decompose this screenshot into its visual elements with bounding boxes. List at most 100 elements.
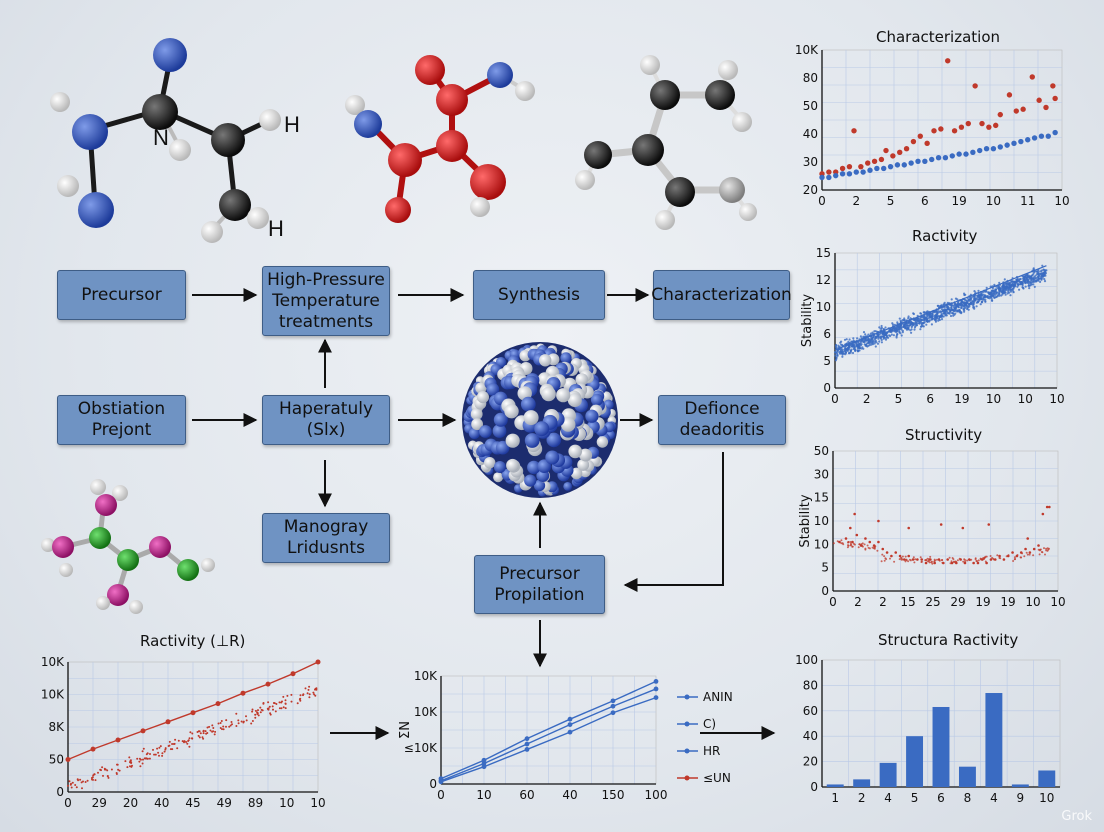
data-point	[284, 702, 287, 705]
data-point	[183, 741, 185, 744]
data-point	[145, 757, 148, 760]
data-point	[1045, 505, 1049, 509]
data-point	[939, 314, 943, 317]
data-point	[257, 714, 260, 717]
bar	[906, 736, 924, 787]
data-point	[994, 288, 998, 291]
data-point	[936, 312, 939, 315]
data-point	[138, 760, 141, 763]
data-point	[161, 752, 164, 755]
data-point	[251, 710, 254, 713]
data-point	[994, 291, 997, 295]
molecule-label-n: N	[153, 125, 169, 150]
data-point	[1026, 537, 1030, 540]
data-point	[914, 319, 917, 322]
data-point	[956, 559, 959, 562]
data-point	[911, 558, 915, 561]
data-point	[855, 343, 859, 347]
data-point	[934, 320, 937, 323]
data-point	[118, 769, 121, 772]
data-point	[308, 696, 311, 699]
data-point	[280, 701, 283, 704]
data-point	[1041, 264, 1044, 267]
data-point	[206, 732, 209, 734]
sphere-atom	[567, 393, 582, 408]
data-point	[1010, 288, 1013, 291]
data-point	[981, 294, 984, 297]
data-point	[931, 562, 934, 565]
data-point	[896, 333, 899, 336]
data-point	[899, 332, 902, 335]
data-point	[314, 694, 317, 697]
precursor-box: Precursor	[57, 270, 186, 320]
data-point	[146, 752, 149, 755]
data-point	[653, 686, 659, 692]
data-point	[998, 554, 1001, 558]
data-point	[229, 724, 232, 727]
data-point	[912, 312, 915, 316]
x-tick-label: 100	[645, 788, 668, 802]
data-point	[933, 558, 936, 561]
legend-marker	[684, 775, 690, 781]
sphere-atom	[493, 472, 504, 483]
defionce-label: Defionce deadoritis	[679, 399, 765, 440]
data-point	[567, 722, 573, 727]
data-point	[298, 698, 301, 701]
data-point	[887, 336, 890, 339]
data-point	[963, 306, 967, 310]
data-point	[864, 537, 867, 540]
data-point	[861, 542, 864, 545]
y-tick-label: 50	[49, 753, 64, 767]
data-point	[79, 778, 82, 781]
chart-ractivity-lr: 0 29 20 40 45 49 89 10 10 0 50 8K 10K 10K	[41, 655, 326, 810]
data-point	[832, 542, 835, 545]
bar	[1011, 784, 1029, 787]
manogray-box: Manogray Lridusnts	[262, 513, 390, 563]
data-point	[117, 768, 120, 771]
data-point	[280, 707, 283, 710]
data-point	[212, 727, 215, 729]
data-point	[161, 754, 164, 757]
data-point	[1013, 285, 1016, 288]
data-point	[299, 699, 302, 702]
data-point	[967, 308, 970, 311]
data-point	[926, 560, 929, 563]
data-point	[941, 559, 944, 561]
data-point	[987, 291, 990, 294]
data-point	[927, 313, 930, 316]
sphere-atom	[533, 479, 546, 492]
data-point	[1038, 553, 1041, 556]
data-point	[949, 153, 955, 159]
y-tick-label: 0	[823, 381, 831, 395]
data-point	[91, 776, 94, 779]
sphere-atom	[492, 424, 507, 438]
data-point	[976, 295, 980, 298]
data-point	[864, 547, 867, 550]
data-point	[1012, 287, 1015, 290]
data-point	[189, 731, 192, 734]
data-point	[222, 728, 225, 731]
x-tick-label: 10	[1039, 791, 1054, 805]
data-point	[900, 556, 903, 559]
data-point	[989, 292, 992, 295]
data-point	[314, 688, 316, 691]
chart-structura-ractivity: 0 20 40 60 80 100 1 2 4 5 6 8 4 9 10	[795, 653, 1061, 805]
data-point	[899, 325, 903, 329]
data-point	[290, 671, 296, 677]
data-point	[256, 713, 259, 715]
data-point	[1039, 270, 1042, 273]
data-point	[1003, 285, 1006, 288]
x-tick-label: 20	[123, 796, 138, 810]
legend-marker	[684, 694, 690, 700]
data-point	[1005, 555, 1008, 558]
x-tick-label: 10	[1049, 392, 1064, 406]
data-point	[893, 327, 896, 330]
data-point	[274, 710, 277, 713]
data-point	[1033, 285, 1036, 288]
data-point	[963, 298, 966, 301]
data-point	[1001, 285, 1004, 288]
data-point	[267, 708, 270, 711]
data-point	[940, 310, 943, 314]
nanoparticle-sphere-illustration	[462, 342, 618, 498]
data-point	[962, 560, 965, 563]
